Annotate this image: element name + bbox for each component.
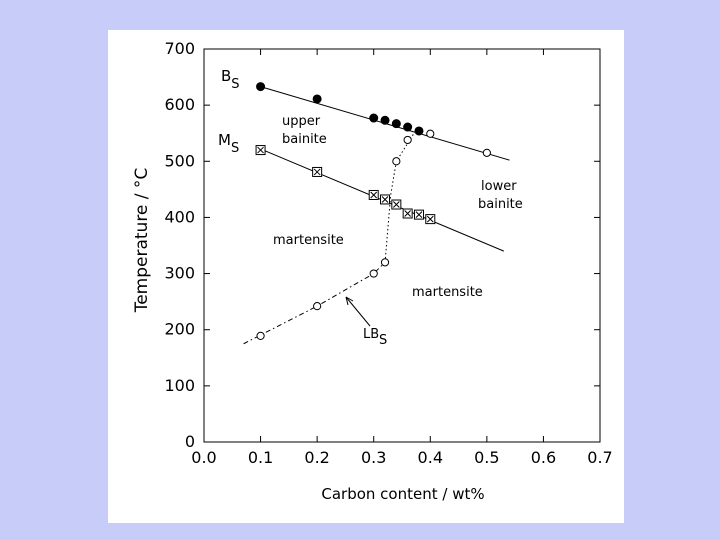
x-axis-label: Carbon content / wt% xyxy=(321,485,484,503)
x-tick-label: 0.4 xyxy=(418,448,443,467)
y-tick-label: 0 xyxy=(185,432,195,451)
bs-curve-label: BS xyxy=(221,67,240,92)
data-markers xyxy=(255,82,491,340)
open-circle-marker xyxy=(380,258,390,267)
open-circle-marker xyxy=(256,331,265,340)
boxed-x-marker xyxy=(255,145,266,156)
y-tick-label: 300 xyxy=(164,264,195,283)
upper-bainite-label-line2: bainite xyxy=(282,132,327,147)
boxed-x-marker xyxy=(312,166,323,177)
filled-circle-marker xyxy=(391,119,401,129)
boxed-x-marker xyxy=(368,189,379,200)
filled-circle-marker xyxy=(380,115,390,125)
lbs-label-main: LB xyxy=(363,327,379,342)
bs-label-sub: S xyxy=(231,77,239,92)
x-tick-label: 0.6 xyxy=(531,448,556,467)
bainite-transformation-chart: 0.0 0.1 0.2 0.3 0.4 0.5 0.6 0.7 0 100 200 300 400 500… xyxy=(132,39,613,503)
ms-label-sub: S xyxy=(231,141,239,156)
lbs-pointer-arrowhead xyxy=(345,296,354,306)
lbs-curve-label: LBS xyxy=(363,327,387,348)
boxed-x-cross xyxy=(404,210,412,217)
axis-ticks: 0.0 0.1 0.2 0.3 0.4 0.5 0.6 0.7 0 100 200 300 400 500… xyxy=(164,39,612,467)
filled-circle-marker xyxy=(312,94,322,104)
ms-label-main: M xyxy=(218,131,231,149)
x-tick-label: 0.0 xyxy=(191,448,216,467)
martensite-label-left: martensite xyxy=(273,233,344,248)
y-axis-label: Temperature / °C xyxy=(132,168,152,314)
boxed-x-marker xyxy=(413,209,424,220)
martensite-label-right: martensite xyxy=(412,285,483,300)
boxed-x-cross xyxy=(370,191,378,199)
boxed-x-marker xyxy=(425,214,436,225)
boxed-x-marker xyxy=(402,208,413,219)
boxed-x-cross xyxy=(313,168,321,176)
x-tick-label: 0.3 xyxy=(361,448,386,467)
open-circle-marker xyxy=(403,135,412,145)
y-tick-label: 400 xyxy=(164,207,195,226)
y-tick-label: 200 xyxy=(164,320,195,339)
boxed-x-cross xyxy=(392,201,400,208)
filled-circle-marker xyxy=(414,126,424,136)
bs-label-main: B xyxy=(221,67,231,85)
lower-bainite-label-line2: bainite xyxy=(478,197,523,212)
y-tick-label: 100 xyxy=(164,376,195,395)
filled-circle-marker xyxy=(256,82,266,92)
boxed-x-cross xyxy=(426,215,434,223)
curve-line-dotted xyxy=(384,134,414,263)
boxed-x-cross xyxy=(257,146,264,154)
filled-circle-marker xyxy=(369,113,379,123)
lbs-label-sub: S xyxy=(379,333,387,348)
open-circle-marker xyxy=(482,148,491,157)
lower-bainite-label-line1: lower xyxy=(481,179,517,194)
boxed-x-marker xyxy=(380,194,391,205)
open-circle-marker xyxy=(392,157,401,166)
y-tick-label: 500 xyxy=(164,151,195,170)
x-tick-label: 0.1 xyxy=(248,448,273,467)
boxed-x-cross xyxy=(415,211,423,218)
x-tick-label: 0.2 xyxy=(304,448,329,467)
x-tick-label: 0.5 xyxy=(474,448,499,467)
boxed-x-cross xyxy=(381,196,389,203)
y-tick-label: 600 xyxy=(164,95,195,114)
chart-panel: 0.0 0.1 0.2 0.3 0.4 0.5 0.6 0.7 0 100 200 300 400 500… xyxy=(108,30,624,523)
open-circle-marker xyxy=(426,129,435,138)
open-circle-marker xyxy=(369,269,378,278)
upper-bainite-label-line1: upper xyxy=(282,114,321,129)
curve-line-dashdot xyxy=(243,261,386,345)
lbs-pointer-arrow xyxy=(345,296,371,327)
ms-curve-label: MS xyxy=(218,131,239,156)
y-tick-label: 700 xyxy=(164,39,195,58)
open-circle-marker xyxy=(313,302,322,311)
plot-frame xyxy=(203,48,601,443)
x-tick-label: 0.7 xyxy=(587,448,612,467)
boxed-x-marker xyxy=(391,199,402,210)
filled-circle-marker xyxy=(403,122,413,132)
